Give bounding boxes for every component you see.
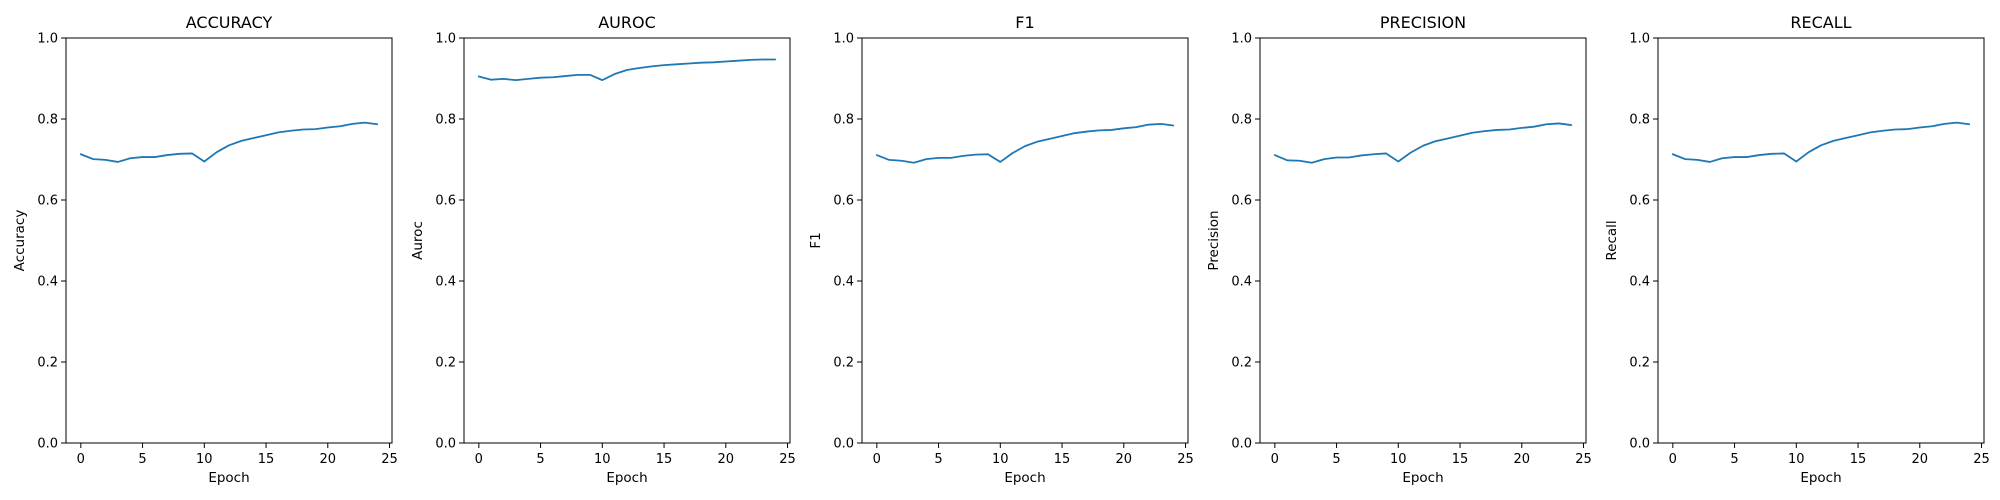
plot-frame bbox=[1657, 37, 1985, 444]
x-tick-label: 10 bbox=[196, 452, 213, 467]
x-tick-label: 20 bbox=[1116, 452, 1133, 467]
y-tick-label: 0.4 bbox=[833, 275, 854, 290]
x-axis-label: Epoch bbox=[606, 470, 647, 486]
x-axis-label: Epoch bbox=[208, 470, 249, 486]
series-line bbox=[79, 121, 379, 163]
x-tick-label: 5 bbox=[138, 452, 146, 467]
x-tick-label: 5 bbox=[934, 452, 942, 467]
y-tick-label: 0.8 bbox=[37, 113, 58, 128]
y-tick-label: 0.8 bbox=[833, 113, 854, 128]
x-tick-label: 25 bbox=[779, 452, 796, 467]
x-tick-label: 15 bbox=[1452, 452, 1469, 467]
x-tick-label: 25 bbox=[1575, 452, 1592, 467]
y-tick-label: 0.0 bbox=[1629, 437, 1650, 452]
y-tick-label: 1.0 bbox=[833, 32, 854, 47]
x-tick-label: 15 bbox=[258, 452, 275, 467]
y-tick-label: 0.2 bbox=[833, 356, 854, 371]
y-tick-label: 0.4 bbox=[1231, 275, 1252, 290]
x-tick-label: 0 bbox=[1271, 452, 1279, 467]
y-tick-label: 0.6 bbox=[1629, 194, 1650, 209]
series-line bbox=[875, 122, 1175, 164]
y-tick-label: 0.6 bbox=[1231, 194, 1252, 209]
y-tick-label: 0.6 bbox=[37, 194, 58, 209]
y-tick-label: 1.0 bbox=[1231, 32, 1252, 47]
chart-title: ACCURACY bbox=[186, 13, 273, 32]
y-tick-label: 1.0 bbox=[1629, 32, 1650, 47]
x-tick-label: 10 bbox=[1390, 452, 1407, 467]
chart-title: RECALL bbox=[1790, 13, 1851, 32]
y-tick-label: 0.4 bbox=[37, 275, 58, 290]
chart-panel-accuracy: ACCURACY 0.0 0.2 0.4 0.6 0.8 1.0 0 5 10 15 20 25 Epoc… bbox=[12, 13, 398, 486]
y-tick-label: 1.0 bbox=[435, 32, 456, 47]
y-tick-label: 0.2 bbox=[435, 356, 456, 371]
y-axis-label: Recall bbox=[1604, 220, 1620, 260]
series-line bbox=[1273, 122, 1573, 164]
chart-panel-recall: RECALL 0.0 0.2 0.4 0.6 0.8 1.0 0 5 10 15 20 25 Epoch R… bbox=[1604, 13, 1990, 486]
chart-title: F1 bbox=[1015, 13, 1034, 32]
plot-frame bbox=[1259, 37, 1587, 444]
x-tick-label: 15 bbox=[1850, 452, 1867, 467]
y-tick-label: 1.0 bbox=[37, 32, 58, 47]
y-tick-label: 0.2 bbox=[37, 356, 58, 371]
x-tick-label: 15 bbox=[656, 452, 673, 467]
x-tick-label: 20 bbox=[1514, 452, 1531, 467]
y-tick-label: 0.0 bbox=[435, 437, 456, 452]
x-tick-label: 0 bbox=[475, 452, 483, 467]
x-tick-label: 5 bbox=[1730, 452, 1738, 467]
y-tick-label: 0.8 bbox=[1231, 113, 1252, 128]
x-tick-label: 15 bbox=[1054, 452, 1071, 467]
x-tick-label: 10 bbox=[992, 452, 1009, 467]
y-tick-label: 0.4 bbox=[1629, 275, 1650, 290]
x-axis-label: Epoch bbox=[1800, 470, 1841, 486]
x-tick-label: 20 bbox=[1912, 452, 1929, 467]
y-tick-label: 0.8 bbox=[435, 113, 456, 128]
chart-title: PRECISION bbox=[1380, 13, 1466, 32]
chart-panel-auroc: AUROC 0.0 0.2 0.4 0.6 0.8 1.0 0 5 10 15 20 25 Epoch Au… bbox=[410, 13, 796, 486]
x-tick-label: 10 bbox=[1788, 452, 1805, 467]
x-tick-label: 0 bbox=[77, 452, 85, 467]
x-tick-label: 25 bbox=[1177, 452, 1194, 467]
y-axis-label: Auroc bbox=[410, 221, 426, 260]
y-tick-label: 0.8 bbox=[1629, 113, 1650, 128]
x-tick-label: 20 bbox=[320, 452, 337, 467]
y-tick-label: 0.6 bbox=[833, 194, 854, 209]
y-tick-label: 0.2 bbox=[1231, 356, 1252, 371]
y-tick-label: 0.4 bbox=[435, 275, 456, 290]
y-axis-label: F1 bbox=[808, 232, 824, 248]
x-axis-label: Epoch bbox=[1004, 470, 1045, 486]
plot-frame bbox=[463, 37, 791, 444]
x-tick-label: 25 bbox=[381, 452, 398, 467]
y-tick-label: 0.0 bbox=[1231, 437, 1252, 452]
plot-frame bbox=[65, 37, 393, 444]
plot-frame bbox=[861, 37, 1189, 444]
y-tick-label: 0.0 bbox=[37, 437, 58, 452]
x-tick-label: 0 bbox=[873, 452, 881, 467]
chart-panel-precision: PRECISION 0.0 0.2 0.4 0.6 0.8 1.0 0 5 10 15 20 25 Epo… bbox=[1206, 13, 1592, 486]
y-tick-label: 0.2 bbox=[1629, 356, 1650, 371]
y-axis-label: Precision bbox=[1206, 210, 1222, 270]
x-tick-label: 10 bbox=[594, 452, 611, 467]
chart-title: AUROC bbox=[598, 13, 656, 32]
series-line bbox=[477, 58, 777, 82]
x-tick-label: 25 bbox=[1973, 452, 1990, 467]
series-line bbox=[1671, 121, 1971, 163]
chart-panel-f1: F1 0.0 0.2 0.4 0.6 0.8 1.0 0 5 10 15 20 25 Epoch F1 bbox=[808, 13, 1194, 486]
y-tick-label: 0.0 bbox=[833, 437, 854, 452]
x-tick-label: 0 bbox=[1669, 452, 1677, 467]
x-tick-label: 5 bbox=[1332, 452, 1340, 467]
x-tick-label: 5 bbox=[536, 452, 544, 467]
x-axis-label: Epoch bbox=[1402, 470, 1443, 486]
y-tick-label: 0.6 bbox=[435, 194, 456, 209]
x-tick-label: 20 bbox=[718, 452, 735, 467]
y-axis-label: Accuracy bbox=[12, 210, 28, 272]
